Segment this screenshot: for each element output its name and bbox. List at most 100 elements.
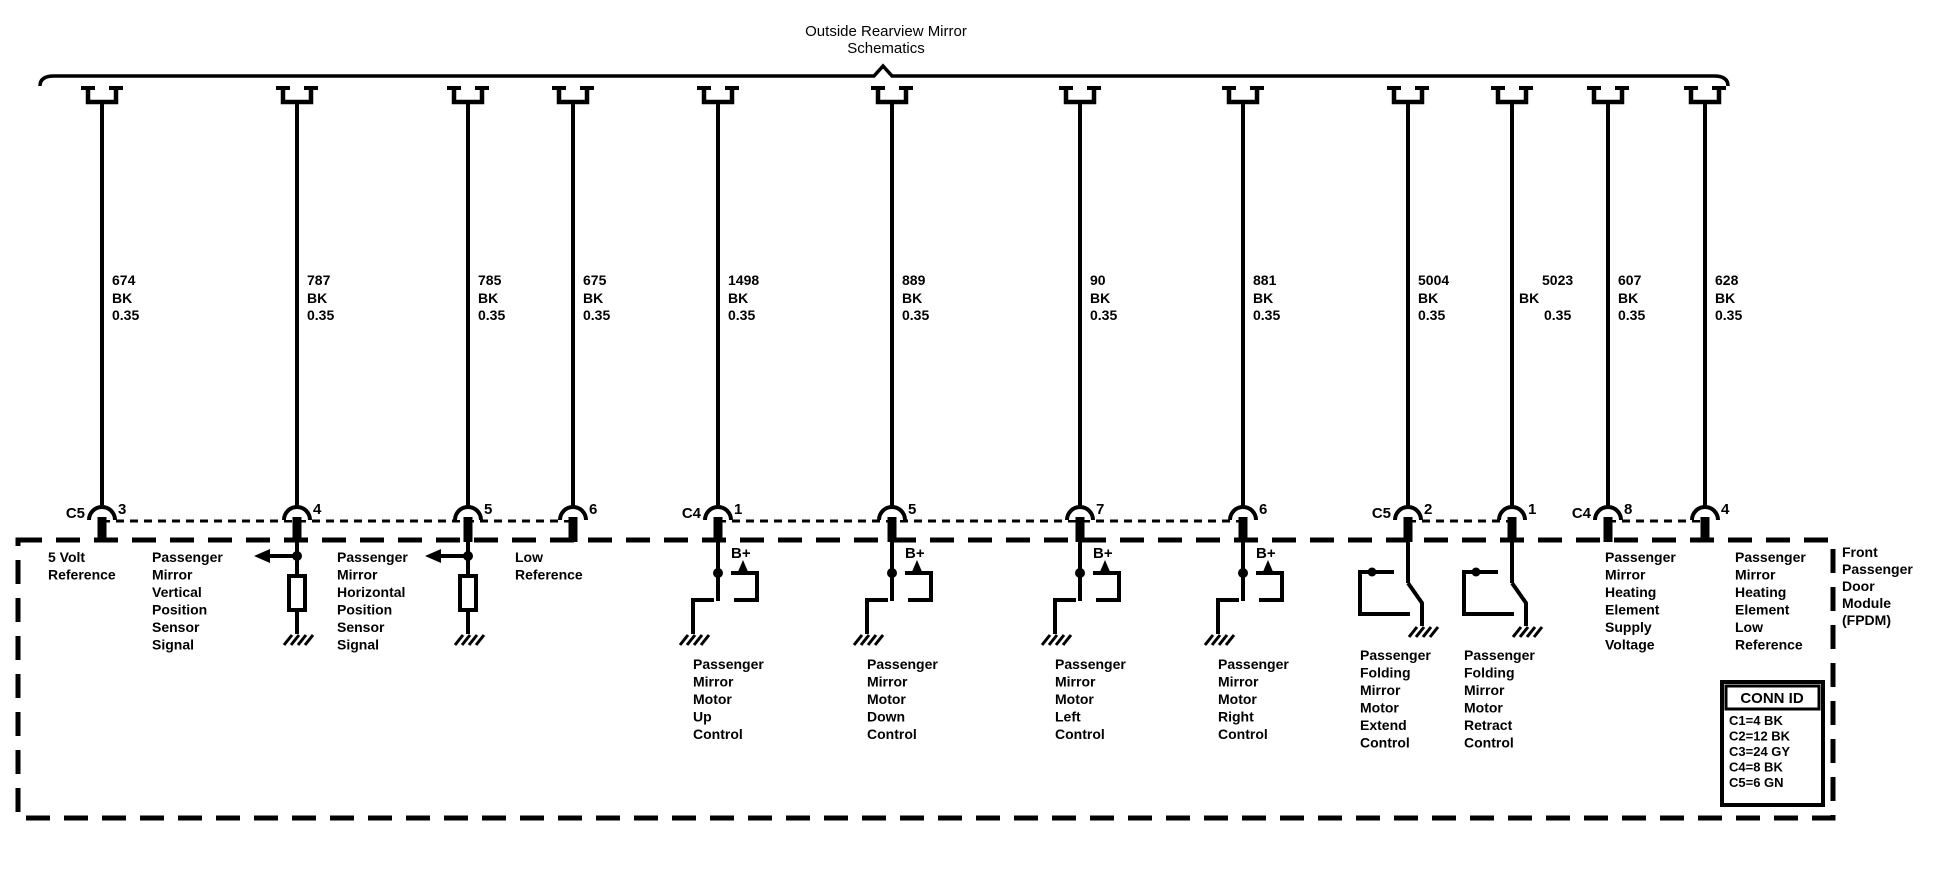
ground-hatch — [303, 634, 315, 646]
pin-arc-icon — [703, 505, 733, 521]
wire-label-line: 0.35 — [112, 307, 139, 323]
top-connector-icon — [1495, 88, 1529, 105]
ground-icon — [852, 634, 885, 646]
component-label-line: Vertical — [152, 584, 202, 600]
component-label-line: Signal — [152, 637, 194, 653]
component-label-line: Passenger — [152, 549, 223, 565]
conn-id-row: C1=4 BK — [1729, 713, 1783, 728]
wire-label-line: BK — [902, 290, 922, 306]
wire-label-line: BK — [478, 290, 498, 306]
pin-arc-icon — [1497, 505, 1527, 521]
component-label-line: Passenger — [1735, 549, 1806, 565]
fpdm-label-line: Door — [1842, 578, 1875, 594]
wire-label-line: 0.35 — [902, 307, 929, 323]
component-label-line: Mirror — [1055, 674, 1096, 690]
component-label-line: Mirror — [337, 567, 378, 583]
wire-label-line: BK — [1090, 290, 1110, 306]
top-connector-icon — [1063, 88, 1097, 105]
pin-number-label: 1 — [1528, 501, 1536, 518]
ground-hatch — [866, 634, 878, 646]
resistor-icon — [458, 574, 478, 612]
component-label-line: Mirror — [693, 674, 734, 690]
component-label-line: Sensor — [152, 619, 200, 635]
ground-hatch — [1217, 634, 1229, 646]
connector-id-label: C5 — [66, 505, 85, 522]
junction-dot — [1367, 567, 1377, 577]
b-plus-arrow-icon — [737, 560, 749, 574]
wiper-arrow-icon — [254, 549, 270, 563]
high-side-contact — [731, 571, 759, 602]
pin-arc-icon — [453, 505, 483, 521]
component-label-line: Passenger — [867, 656, 938, 672]
high-side-contact — [905, 571, 933, 602]
conn-id-row: C4=8 BK — [1729, 760, 1783, 775]
component-label-line: Motor — [1218, 691, 1257, 707]
component-label-line: Element — [1605, 602, 1660, 618]
component-label-line: Control — [1218, 726, 1268, 742]
component-label-line: Passenger — [1055, 656, 1126, 672]
ground-hatch — [289, 634, 301, 646]
ground-hatch — [1518, 626, 1530, 638]
wire-label-line: BK — [112, 290, 132, 306]
ground-hatch — [1407, 626, 1419, 638]
component-label-line: Down — [867, 709, 905, 725]
switch-contact — [1358, 570, 1410, 616]
ground-hatch — [1210, 634, 1222, 646]
connector-id-label: C4 — [682, 505, 702, 522]
wire-label-line: 5023 — [1542, 272, 1573, 288]
ground-icon — [1040, 634, 1073, 646]
wire-label-line: 889 — [902, 272, 926, 288]
pin-number-label: 4 — [313, 501, 322, 518]
ground-hatch — [453, 634, 465, 646]
component-label-line: Motor — [1360, 700, 1399, 716]
component-label-line: Mirror — [1218, 674, 1259, 690]
ground-hatch — [852, 634, 864, 646]
ground-hatch — [1203, 634, 1215, 646]
wire-label-line: 0.35 — [1715, 307, 1742, 323]
component-label-line: Passenger — [1464, 647, 1535, 663]
component-label-line: Control — [1055, 726, 1105, 742]
ground-hatch — [282, 634, 294, 646]
component-label-line: Mirror — [152, 567, 193, 583]
wire-label-line: 1498 — [728, 272, 759, 288]
component-label-line: 5 Volt — [48, 549, 85, 565]
diagram-title-line2: Schematics — [847, 40, 925, 57]
junction-dot — [887, 568, 897, 578]
wire-label-line: 5004 — [1418, 272, 1449, 288]
ground-hatch — [296, 634, 308, 646]
pin-arc-icon — [282, 505, 312, 521]
pin-number-label: 5 — [908, 501, 916, 518]
ground-hatch — [859, 634, 871, 646]
component-label-line: Motor — [1055, 691, 1094, 707]
junction-dot — [292, 551, 302, 561]
junction-dot — [713, 568, 723, 578]
top-connector-icon — [701, 88, 735, 105]
pin-number-label: 1 — [734, 501, 742, 518]
component-label-line: Passenger — [1605, 549, 1676, 565]
component-label-line: Extend — [1360, 717, 1407, 733]
low-side-contact — [1053, 598, 1076, 634]
diagram-title-line1: Outside Rearview Mirror — [805, 23, 967, 40]
wire-label-line: BK — [583, 290, 603, 306]
top-connector-icon — [1591, 88, 1625, 105]
component-label-line: Retract — [1464, 717, 1513, 733]
top-connector-icon — [451, 88, 485, 105]
high-side-contact — [1093, 571, 1121, 602]
component-label-line: Reference — [515, 567, 583, 583]
ground-hatch — [467, 634, 479, 646]
switch-blade — [1510, 581, 1528, 626]
wire-label-line: BK — [1519, 290, 1539, 306]
ground-hatch — [699, 634, 711, 646]
component-label-line: Folding — [1464, 665, 1515, 681]
conn-id-row: C5=6 GN — [1729, 775, 1784, 790]
component-label-line: Reference — [1735, 637, 1803, 653]
b-plus-arrow-icon — [911, 560, 923, 574]
